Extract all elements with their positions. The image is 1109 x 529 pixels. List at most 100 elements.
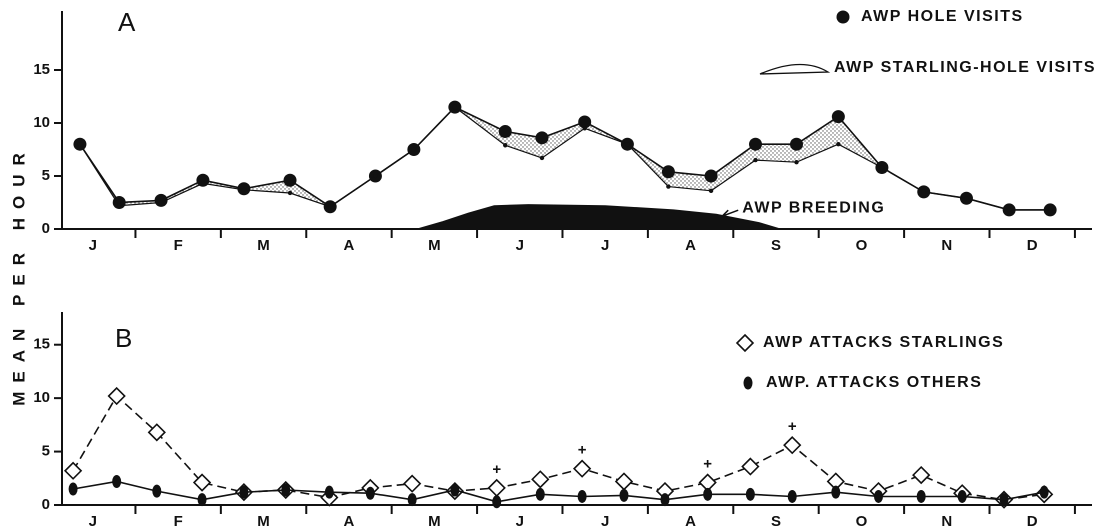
marker bbox=[912, 465, 931, 485]
marker bbox=[1047, 207, 1053, 213]
marker bbox=[1039, 485, 1049, 499]
significance-mark: + bbox=[703, 456, 712, 473]
marker bbox=[745, 487, 755, 501]
marker bbox=[63, 461, 83, 480]
marker bbox=[787, 489, 797, 503]
marker bbox=[287, 190, 293, 196]
x-tick-label: D bbox=[1027, 237, 1038, 254]
marker bbox=[200, 181, 206, 186]
marker bbox=[957, 489, 967, 503]
marker bbox=[708, 188, 714, 194]
x-tick-label: J bbox=[89, 513, 97, 529]
marker bbox=[535, 131, 549, 145]
y-tick-label: 10 bbox=[33, 389, 50, 406]
x-tick-label: J bbox=[516, 513, 524, 529]
marker bbox=[999, 493, 1009, 507]
y-tick-label: 5 bbox=[42, 167, 50, 184]
significance-mark: + bbox=[788, 418, 797, 435]
marker bbox=[964, 196, 969, 201]
y-tick-label: 15 bbox=[33, 61, 50, 78]
marker bbox=[503, 143, 508, 148]
marker bbox=[661, 165, 675, 179]
marker bbox=[704, 169, 718, 183]
legend-label: AWP STARLING-HOLE VISITS bbox=[834, 59, 1096, 76]
legend-symbol bbox=[759, 63, 831, 75]
x-tick-label: M bbox=[257, 237, 270, 254]
marker bbox=[794, 160, 799, 165]
x-tick-label: F bbox=[174, 237, 183, 254]
marker bbox=[666, 184, 671, 189]
marker bbox=[873, 489, 883, 503]
x-tick-label: F bbox=[174, 513, 183, 529]
x-tick-label: J bbox=[601, 237, 609, 254]
x-tick-label: D bbox=[1027, 513, 1038, 529]
x-tick-label: J bbox=[516, 237, 524, 254]
band-fill bbox=[79, 107, 1051, 210]
marker bbox=[452, 104, 458, 110]
marker bbox=[703, 487, 713, 501]
legend-label: AWP ATTACKS STARLINGS bbox=[763, 334, 1004, 351]
marker bbox=[327, 204, 333, 209]
annotation-arrow bbox=[721, 209, 739, 219]
series-line bbox=[72, 394, 1045, 501]
marker bbox=[539, 155, 545, 161]
panel-label: B bbox=[115, 323, 132, 353]
annotation: AWP BREEDING bbox=[742, 199, 885, 216]
marker bbox=[192, 473, 212, 492]
y-tick-label: 0 bbox=[42, 496, 50, 513]
x-tick-label: O bbox=[856, 237, 868, 254]
marker bbox=[619, 488, 629, 502]
marker bbox=[450, 483, 460, 497]
marker bbox=[535, 487, 545, 501]
marker bbox=[403, 474, 422, 493]
series-line bbox=[79, 106, 1051, 211]
marker bbox=[831, 485, 841, 499]
x-tick-label: M bbox=[428, 513, 441, 529]
marker bbox=[147, 423, 166, 442]
series-line bbox=[79, 106, 1051, 211]
marker bbox=[572, 459, 592, 478]
legend-label: AWP. ATTACKS OTHERS bbox=[766, 374, 982, 391]
marker bbox=[625, 142, 630, 147]
marker bbox=[324, 485, 334, 499]
legend-symbol bbox=[836, 10, 850, 24]
x-tick-label: A bbox=[344, 513, 355, 529]
marker bbox=[614, 472, 634, 491]
x-tick-label: A bbox=[344, 237, 355, 254]
x-tick-label: S bbox=[771, 513, 781, 529]
x-tick-label: N bbox=[941, 237, 952, 254]
marker bbox=[660, 493, 670, 507]
x-tick-label: O bbox=[856, 513, 868, 529]
marker bbox=[789, 137, 803, 151]
marker bbox=[577, 489, 587, 503]
legend-symbol bbox=[735, 333, 755, 353]
marker bbox=[836, 142, 841, 147]
marker bbox=[748, 137, 762, 151]
marker bbox=[197, 493, 207, 507]
marker bbox=[68, 482, 78, 496]
y-tick-label: 10 bbox=[33, 114, 50, 131]
marker bbox=[241, 187, 247, 192]
x-tick-label: J bbox=[601, 513, 609, 529]
marker bbox=[921, 189, 926, 195]
significance-mark: + bbox=[578, 442, 587, 459]
significance-mark: + bbox=[492, 461, 501, 478]
marker bbox=[411, 147, 417, 152]
breeding-area bbox=[417, 204, 781, 230]
x-tick-label: M bbox=[428, 237, 441, 254]
marker bbox=[365, 486, 375, 500]
marker bbox=[916, 489, 926, 503]
marker bbox=[492, 495, 502, 509]
y-axis-label: MEAN PER HOUR bbox=[9, 144, 28, 406]
marker bbox=[117, 203, 122, 208]
marker bbox=[158, 200, 164, 205]
legend-symbol bbox=[743, 376, 753, 390]
series-line bbox=[72, 480, 1045, 503]
marker bbox=[879, 165, 885, 170]
x-tick-label: S bbox=[771, 237, 781, 254]
x-tick-label: M bbox=[257, 513, 270, 529]
legend-label: AWP HOLE VISITS bbox=[861, 8, 1024, 25]
marker bbox=[107, 386, 126, 406]
marker bbox=[1006, 207, 1012, 213]
